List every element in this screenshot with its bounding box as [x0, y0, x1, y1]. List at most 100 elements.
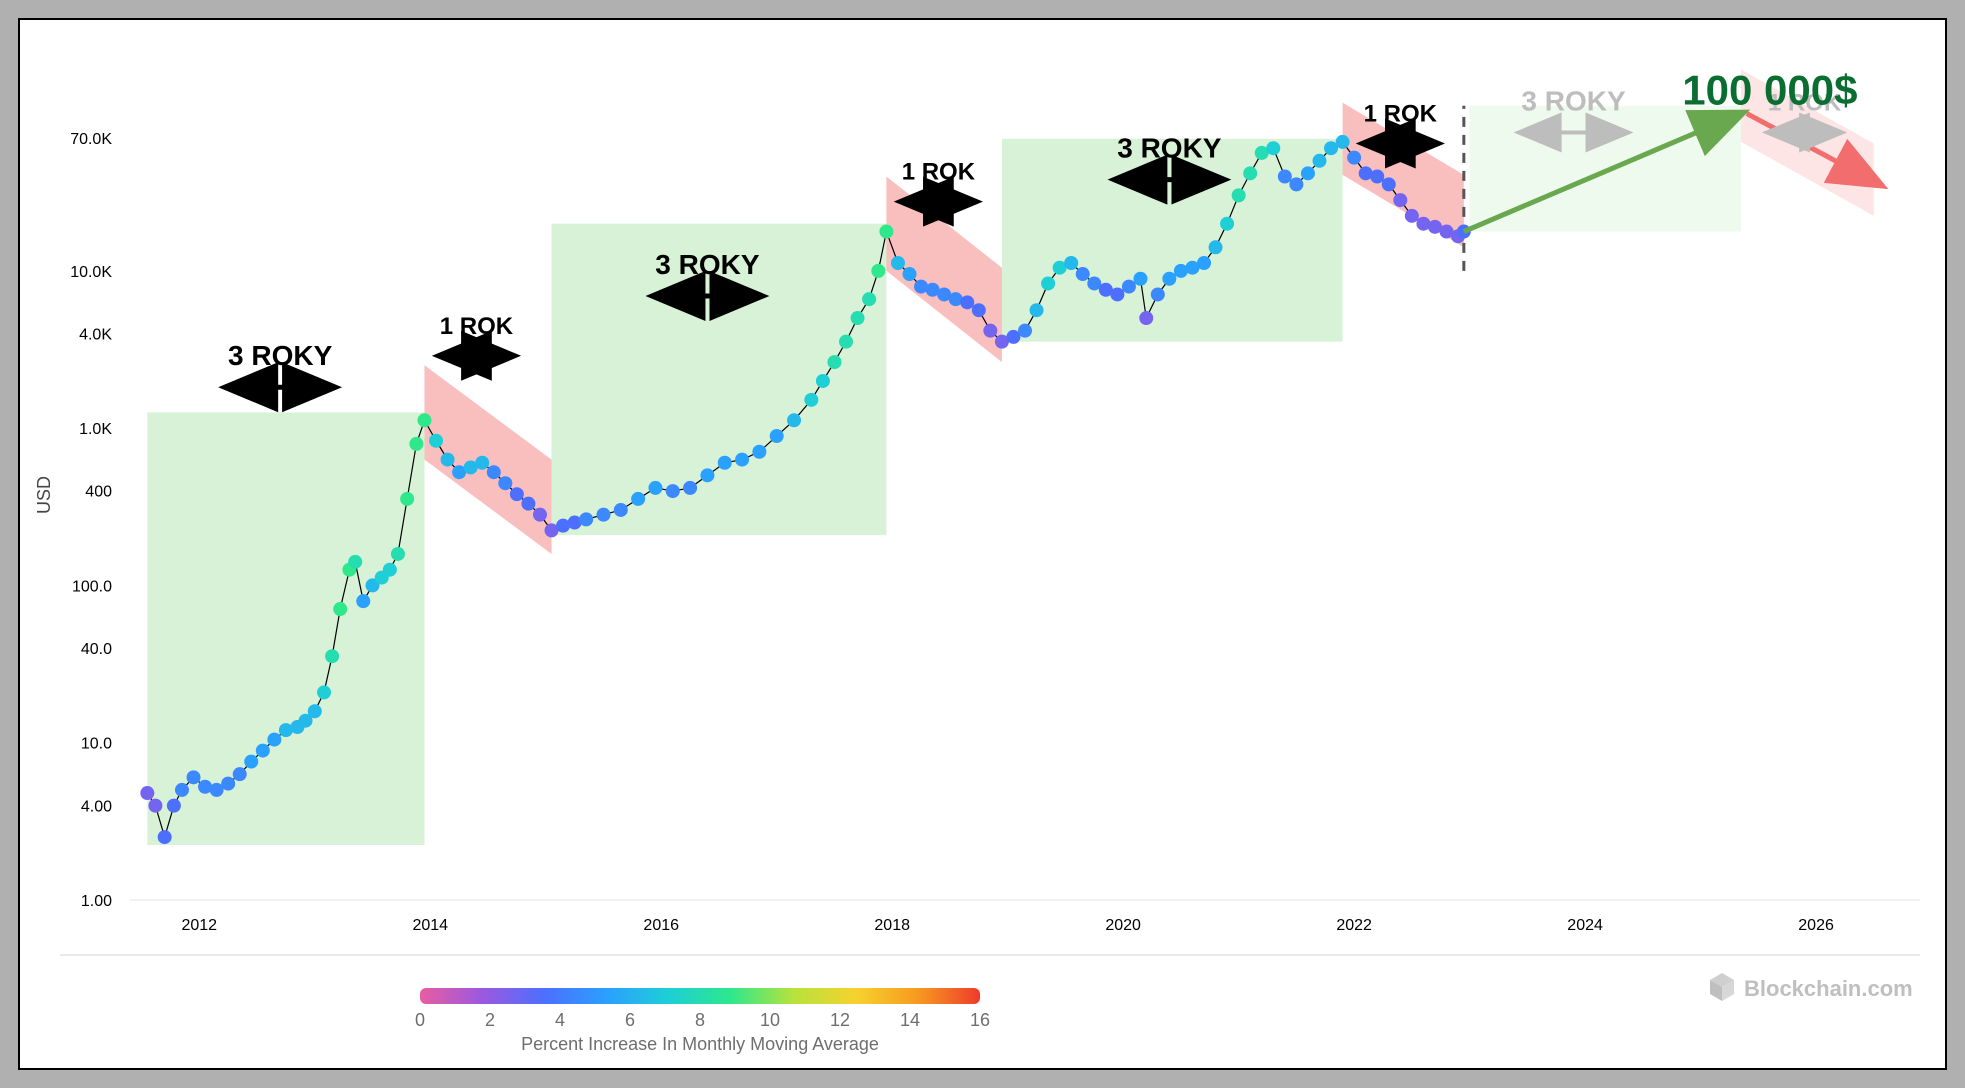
svg-text:14: 14 [900, 1010, 920, 1030]
cycle-annotation: 1 ROK [440, 313, 514, 340]
price-marker [1336, 135, 1350, 149]
price-marker [356, 594, 370, 608]
price-marker [187, 770, 201, 784]
price-marker [1076, 267, 1090, 281]
price-marker [1393, 193, 1407, 207]
price-marker [666, 484, 680, 498]
svg-text:70.0K: 70.0K [70, 131, 112, 148]
svg-text:2026: 2026 [1798, 917, 1834, 934]
legend-gradient [420, 988, 980, 1004]
price-marker [441, 453, 455, 467]
price-marker [1405, 209, 1419, 223]
outer-frame: 1.004.0010.040.0100.04001.0K4.0K10.0K70.… [0, 0, 1965, 1088]
svg-text:0: 0 [415, 1010, 425, 1030]
price-marker [1243, 166, 1257, 180]
svg-text:1.00: 1.00 [81, 893, 112, 910]
svg-text:2016: 2016 [643, 917, 679, 934]
price-marker [787, 413, 801, 427]
price-marker [1139, 311, 1153, 325]
price-marker [521, 497, 535, 511]
svg-text:2012: 2012 [181, 917, 217, 934]
price-marker [391, 547, 405, 561]
cycle-annotation: 1 ROK [902, 159, 976, 186]
price-marker [1151, 287, 1165, 301]
price-marker [158, 830, 172, 844]
price-marker [596, 508, 610, 522]
price-marker [1266, 141, 1280, 155]
price-marker [1162, 272, 1176, 286]
svg-text:10: 10 [760, 1010, 780, 1030]
watermark: Blockchain.com [1710, 973, 1913, 1001]
price-marker [735, 453, 749, 467]
price-marker [614, 503, 628, 517]
price-marker [960, 295, 974, 309]
price-marker [879, 225, 893, 239]
price-marker [383, 563, 397, 577]
price-marker [1220, 217, 1234, 231]
price-marker [333, 602, 347, 616]
svg-text:10.0K: 10.0K [70, 264, 112, 281]
svg-text:2024: 2024 [1567, 917, 1603, 934]
price-marker [325, 649, 339, 663]
price-marker [579, 512, 593, 526]
price-marker [1133, 272, 1147, 286]
price-marker [417, 413, 431, 427]
svg-text:2: 2 [485, 1010, 495, 1030]
legend-title: Percent Increase In Monthly Moving Avera… [521, 1034, 879, 1054]
svg-text:8: 8 [695, 1010, 705, 1030]
price-marker [1232, 188, 1246, 202]
price-marker [903, 267, 917, 281]
price-marker [1122, 280, 1136, 294]
svg-text:40.0: 40.0 [81, 641, 112, 658]
svg-text:16: 16 [970, 1010, 990, 1030]
price-marker [1197, 256, 1211, 270]
cycle-annotation: 3 ROKY [655, 249, 760, 280]
price-marker [167, 799, 181, 813]
svg-text:400: 400 [85, 484, 112, 501]
price-marker [1209, 240, 1223, 254]
price-marker [983, 324, 997, 338]
svg-text:2014: 2014 [412, 917, 448, 934]
price-marker [1018, 324, 1032, 338]
price-marker [770, 429, 784, 443]
price-marker [752, 445, 766, 459]
price-marker [718, 456, 732, 470]
svg-text:1.0K: 1.0K [79, 421, 112, 438]
price-marker [175, 783, 189, 797]
price-marker [1041, 276, 1055, 290]
chart-svg: 1.004.0010.040.0100.04001.0K4.0K10.0K70.… [20, 20, 1945, 1068]
svg-text:2020: 2020 [1105, 917, 1141, 934]
cycle-annotation: 1 ROK [1364, 100, 1438, 127]
price-marker [475, 456, 489, 470]
price-marker [1289, 177, 1303, 191]
svg-text:Blockchain.com: Blockchain.com [1744, 976, 1913, 1001]
price-marker [510, 487, 524, 501]
price-marker [648, 481, 662, 495]
price-marker [498, 476, 512, 490]
price-marker [256, 744, 270, 758]
price-marker [862, 292, 876, 306]
price-marker [851, 311, 865, 325]
price-marker [244, 755, 258, 769]
price-marker [487, 465, 501, 479]
svg-text:100.0: 100.0 [72, 578, 112, 595]
price-marker [1030, 303, 1044, 317]
price-marker [1110, 287, 1124, 301]
svg-text:10.0: 10.0 [81, 736, 112, 753]
price-marker [429, 434, 443, 448]
price-marker [891, 256, 905, 270]
chart-card: 1.004.0010.040.0100.04001.0K4.0K10.0K70.… [18, 18, 1947, 1070]
price-marker [839, 335, 853, 349]
price-marker [972, 303, 986, 317]
price-marker [1064, 256, 1078, 270]
price-target-label: 100 000$ [1682, 67, 1857, 114]
cycle-annotation: 3 ROKY [1117, 133, 1222, 164]
price-marker [140, 786, 154, 800]
svg-text:4.0K: 4.0K [79, 326, 112, 343]
price-marker [348, 555, 362, 569]
price-marker [317, 685, 331, 699]
price-marker [148, 799, 162, 813]
svg-text:4: 4 [555, 1010, 565, 1030]
price-marker [816, 374, 830, 388]
price-marker [1370, 170, 1384, 184]
